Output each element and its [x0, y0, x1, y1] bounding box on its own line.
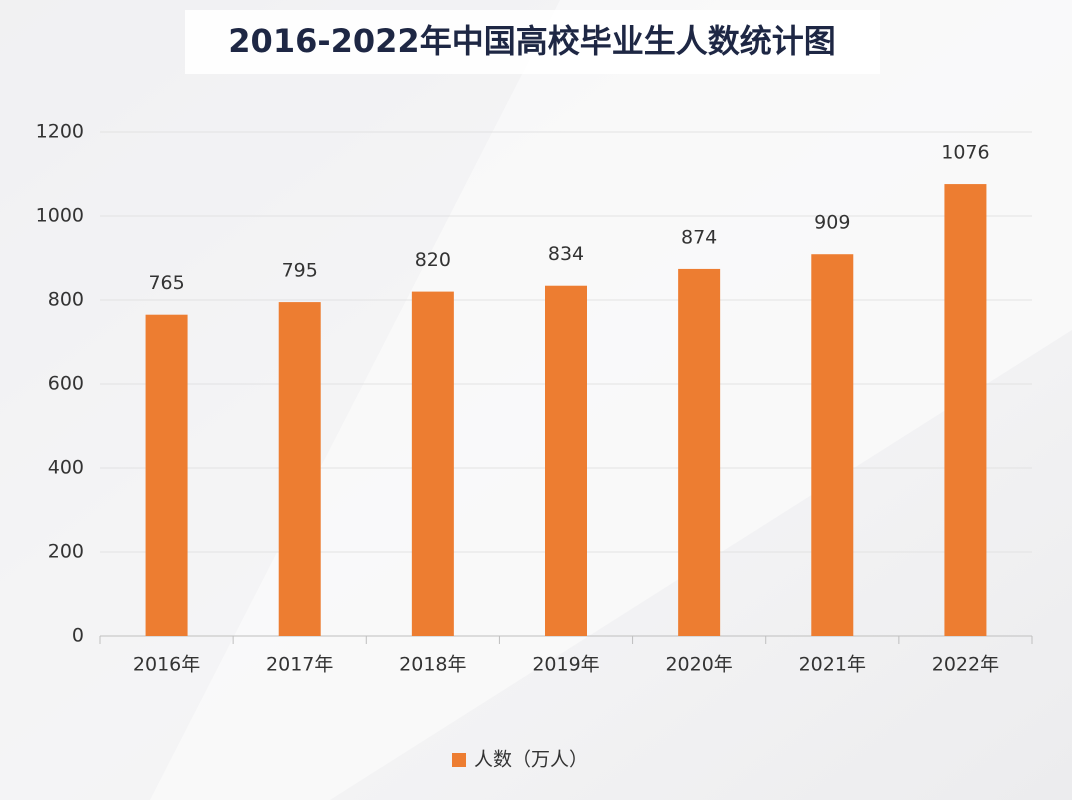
x-tick-label: 2021年 — [799, 654, 866, 676]
y-tick-label: 400 — [48, 457, 84, 479]
data-label: 1076 — [941, 142, 989, 164]
y-tick-label: 0 — [72, 625, 84, 647]
bar — [811, 254, 854, 636]
background-shape — [150, 0, 1072, 800]
x-tick-label: 2017年 — [266, 654, 333, 676]
bar — [545, 285, 587, 636]
title-box — [185, 10, 880, 74]
y-tick-label: 1200 — [36, 121, 84, 143]
bar — [145, 314, 188, 636]
x-tick-label: 2022年 — [932, 654, 999, 676]
data-label: 765 — [148, 272, 184, 294]
y-tick-label: 800 — [48, 289, 84, 311]
data-label: 834 — [548, 243, 584, 265]
y-tick-label: 600 — [48, 373, 84, 395]
data-label: 874 — [681, 226, 717, 248]
bar — [678, 268, 721, 636]
y-tick-label: 200 — [48, 541, 84, 563]
bar — [411, 291, 454, 636]
x-tick-label: 2018年 — [399, 654, 466, 676]
chart-title: 2016-2022年中国高校毕业生人数统计图 — [228, 22, 835, 60]
bar — [944, 184, 987, 636]
data-label: 909 — [814, 212, 850, 234]
plot-area: 0 200 400 600 800 1000 1200 2016年 2017年 2018年 2019… — [36, 121, 1033, 771]
data-label: 820 — [415, 249, 451, 271]
bar — [278, 302, 321, 636]
y-tick-label: 1000 — [36, 205, 84, 227]
x-tick-label: 2019年 — [532, 654, 599, 676]
x-tick-label: 2020年 — [665, 654, 732, 676]
x-tick-label: 2016年 — [133, 654, 200, 676]
legend-swatch — [452, 753, 466, 767]
data-label: 795 — [282, 260, 318, 282]
legend-label: 人数（万人） — [474, 749, 588, 771]
